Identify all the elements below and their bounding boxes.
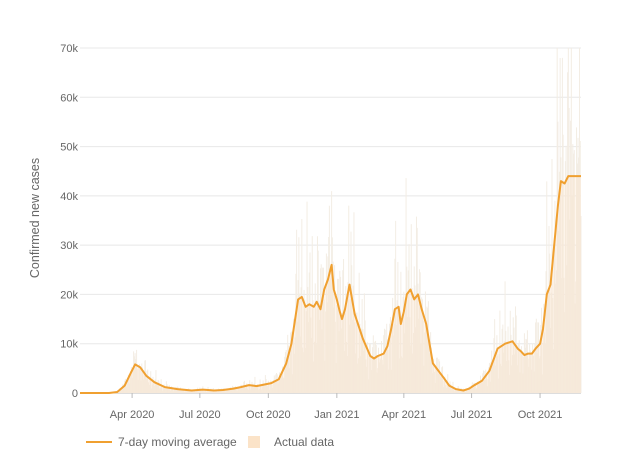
y-tick-label: 70k [60, 43, 78, 55]
x-tick-label: Apr 2020 [110, 409, 155, 421]
legend-label-actual-data: Actual data [274, 435, 334, 449]
y-tick-label: 0 [72, 388, 78, 400]
y-tick-label: 40k [60, 191, 78, 203]
x-tick-label: Jul 2021 [451, 409, 493, 421]
y-tick-label: 20k [60, 289, 78, 301]
y-axis-label: Confirmed new cases [28, 158, 42, 278]
y-tick-label: 60k [60, 92, 78, 104]
x-tick-label: Apr 2021 [381, 409, 426, 421]
x-axis-ticks: Apr 2020 Jul 2020 Oct 2020 Jan 2021 Apr 2021… [110, 393, 563, 421]
actual-data-area [80, 176, 581, 393]
legend: 7-day moving average Actual data [86, 435, 334, 449]
legend-area-swatch [248, 436, 260, 448]
x-tick-label: Oct 2020 [246, 409, 291, 421]
x-tick-label: Oct 2021 [518, 409, 563, 421]
actual-data-area-shape [80, 176, 581, 393]
y-tick-label: 50k [60, 142, 78, 154]
actual-data-bars [117, 48, 582, 393]
x-tick-label: Jan 2021 [314, 409, 359, 421]
y-tick-label: 10k [60, 339, 78, 351]
moving-average-line [80, 175, 581, 394]
x-tick-label: Jul 2020 [179, 409, 221, 421]
legend-label-moving-average: 7-day moving average [118, 435, 237, 449]
moving-average-line-group [80, 175, 581, 394]
y-tick-label: 30k [60, 240, 78, 252]
y-axis-ticks: 0 10k 20k 30k 40k 50k 60k 70k [60, 43, 78, 400]
